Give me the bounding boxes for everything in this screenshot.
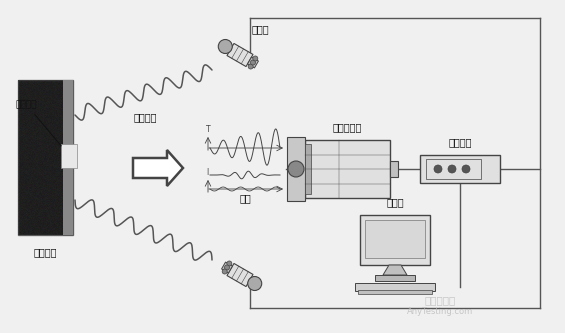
Text: 嘉仪检测网: 嘉仪检测网 xyxy=(424,295,455,305)
Circle shape xyxy=(247,276,262,290)
Bar xyxy=(305,144,311,194)
Circle shape xyxy=(288,161,304,177)
Text: AnyTesting.com: AnyTesting.com xyxy=(407,307,473,316)
Circle shape xyxy=(253,56,258,61)
Circle shape xyxy=(250,60,255,65)
Bar xyxy=(426,159,481,179)
Text: I: I xyxy=(206,168,208,177)
Bar xyxy=(18,80,73,235)
Bar xyxy=(365,220,425,258)
Bar xyxy=(355,283,435,291)
Text: t: t xyxy=(288,144,291,153)
Polygon shape xyxy=(133,150,183,186)
Polygon shape xyxy=(221,262,232,273)
Bar xyxy=(375,275,415,281)
Text: 红外热像仪: 红外热像仪 xyxy=(333,122,362,132)
Circle shape xyxy=(434,165,442,173)
Bar xyxy=(305,140,390,198)
Polygon shape xyxy=(227,263,253,287)
Circle shape xyxy=(218,40,232,54)
Text: 内部缺陷: 内部缺陷 xyxy=(16,101,61,146)
Text: T: T xyxy=(206,125,210,134)
Polygon shape xyxy=(227,43,253,67)
Bar xyxy=(420,155,500,183)
Text: 控制单元: 控制单元 xyxy=(448,137,472,147)
Circle shape xyxy=(224,265,229,270)
Bar xyxy=(63,80,73,235)
Text: t: t xyxy=(288,184,291,193)
Text: 正弦热度: 正弦热度 xyxy=(133,112,157,122)
Bar xyxy=(390,161,398,177)
Circle shape xyxy=(462,165,470,173)
Circle shape xyxy=(227,261,232,266)
Text: 稳态: 稳态 xyxy=(239,193,251,203)
Bar xyxy=(358,290,432,294)
Bar xyxy=(61,144,77,168)
Polygon shape xyxy=(383,265,407,275)
Circle shape xyxy=(448,165,456,173)
Text: 计算机: 计算机 xyxy=(386,197,404,207)
Polygon shape xyxy=(247,57,258,68)
Text: 被测构件: 被测构件 xyxy=(33,247,57,257)
Bar xyxy=(360,215,430,265)
Circle shape xyxy=(222,269,227,274)
Bar xyxy=(287,137,305,201)
Circle shape xyxy=(248,64,253,69)
Text: 卤系灯: 卤系灯 xyxy=(251,24,269,34)
